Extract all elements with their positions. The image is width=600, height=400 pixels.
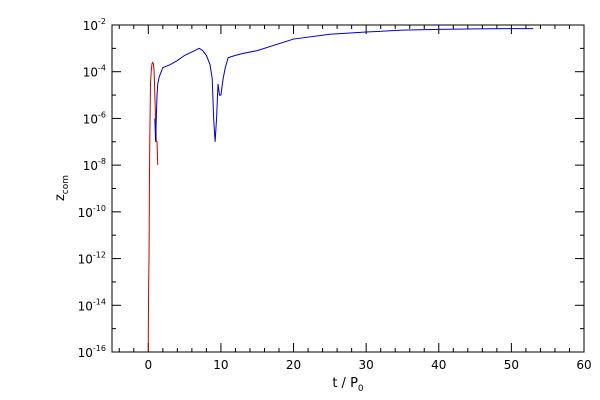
y-tick-label: 10-10 (78, 204, 106, 220)
y-tick-label: 10-12 (78, 251, 106, 267)
x-tick-label: 40 (431, 358, 446, 372)
y-tick-label: 10-16 (78, 344, 106, 360)
x-tick-label: 10 (213, 358, 228, 372)
x-tick-label: 60 (576, 358, 591, 372)
series-layer (147, 28, 534, 352)
y-tick-label: 10-2 (83, 17, 106, 33)
plot-frame (111, 24, 585, 353)
x-tick-label: 0 (144, 358, 152, 372)
x-tick-label: 50 (504, 358, 519, 372)
ticks-layer (112, 24, 585, 353)
y-tick-label: 10-8 (83, 157, 106, 173)
series-line-1 (154, 28, 534, 142)
y-tick-label: 10-14 (78, 297, 106, 313)
y-axis-label: zcom (53, 175, 71, 201)
x-axis-label: t / P0 (332, 376, 364, 394)
y-tick-label: 10-4 (83, 64, 106, 80)
y-tick-label: 10-6 (83, 110, 106, 126)
x-tick-label: 20 (286, 358, 301, 372)
labels-layer: 0 10 20 30 40 50 60 10-16 10-14 10-12 10-10 10-8 10-… (78, 17, 592, 372)
x-tick-label: 30 (359, 358, 374, 372)
